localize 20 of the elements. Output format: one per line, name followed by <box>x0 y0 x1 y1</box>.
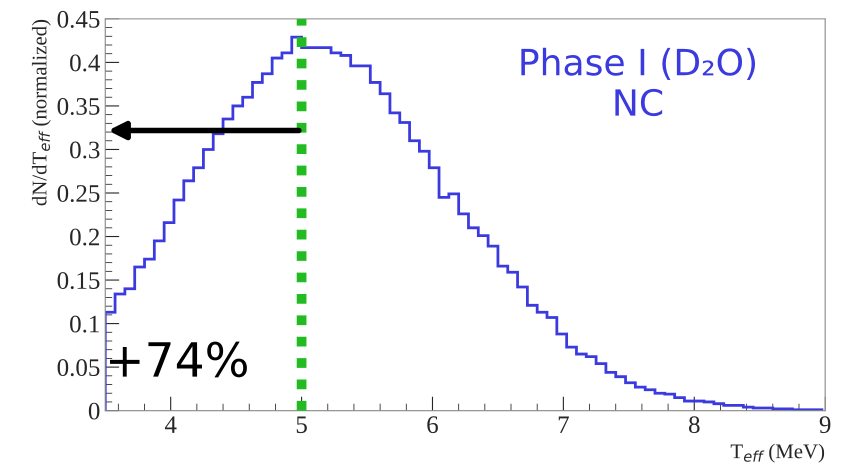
y-tick-label: 0.15 <box>58 272 100 290</box>
y-tick-label: 0.3 <box>70 142 100 158</box>
x-tick-label: 5 <box>296 416 307 434</box>
x-tick-label: 7 <box>558 416 569 433</box>
y-tick-label: 0.45 <box>58 10 100 28</box>
y-tick-label: 0.05 <box>58 359 100 376</box>
y-axis-title: dN/dT$_{eff}$ (normalized) <box>32 20 51 206</box>
x-axis-title: T$_{eff}$ (MeV) <box>730 444 824 463</box>
annotation: Phase I (D₂O) NC <box>521 48 756 116</box>
y-tick-label: 0 <box>88 402 100 420</box>
y-tick-label: 0.1 <box>70 316 99 333</box>
x-tick-label: 9 <box>820 416 830 434</box>
y-tick-label: 0.2 <box>70 228 100 246</box>
x-tick-label: 8 <box>688 416 700 434</box>
x-tick-label: 4 <box>164 416 177 433</box>
y-tick-label: 0.4 <box>70 54 100 72</box>
x-tick-label: 6 <box>427 416 438 434</box>
annotation: +74% <box>110 342 247 378</box>
y-tick-label: 0.35 <box>58 98 100 115</box>
y-tick-label: 0.25 <box>58 185 100 202</box>
